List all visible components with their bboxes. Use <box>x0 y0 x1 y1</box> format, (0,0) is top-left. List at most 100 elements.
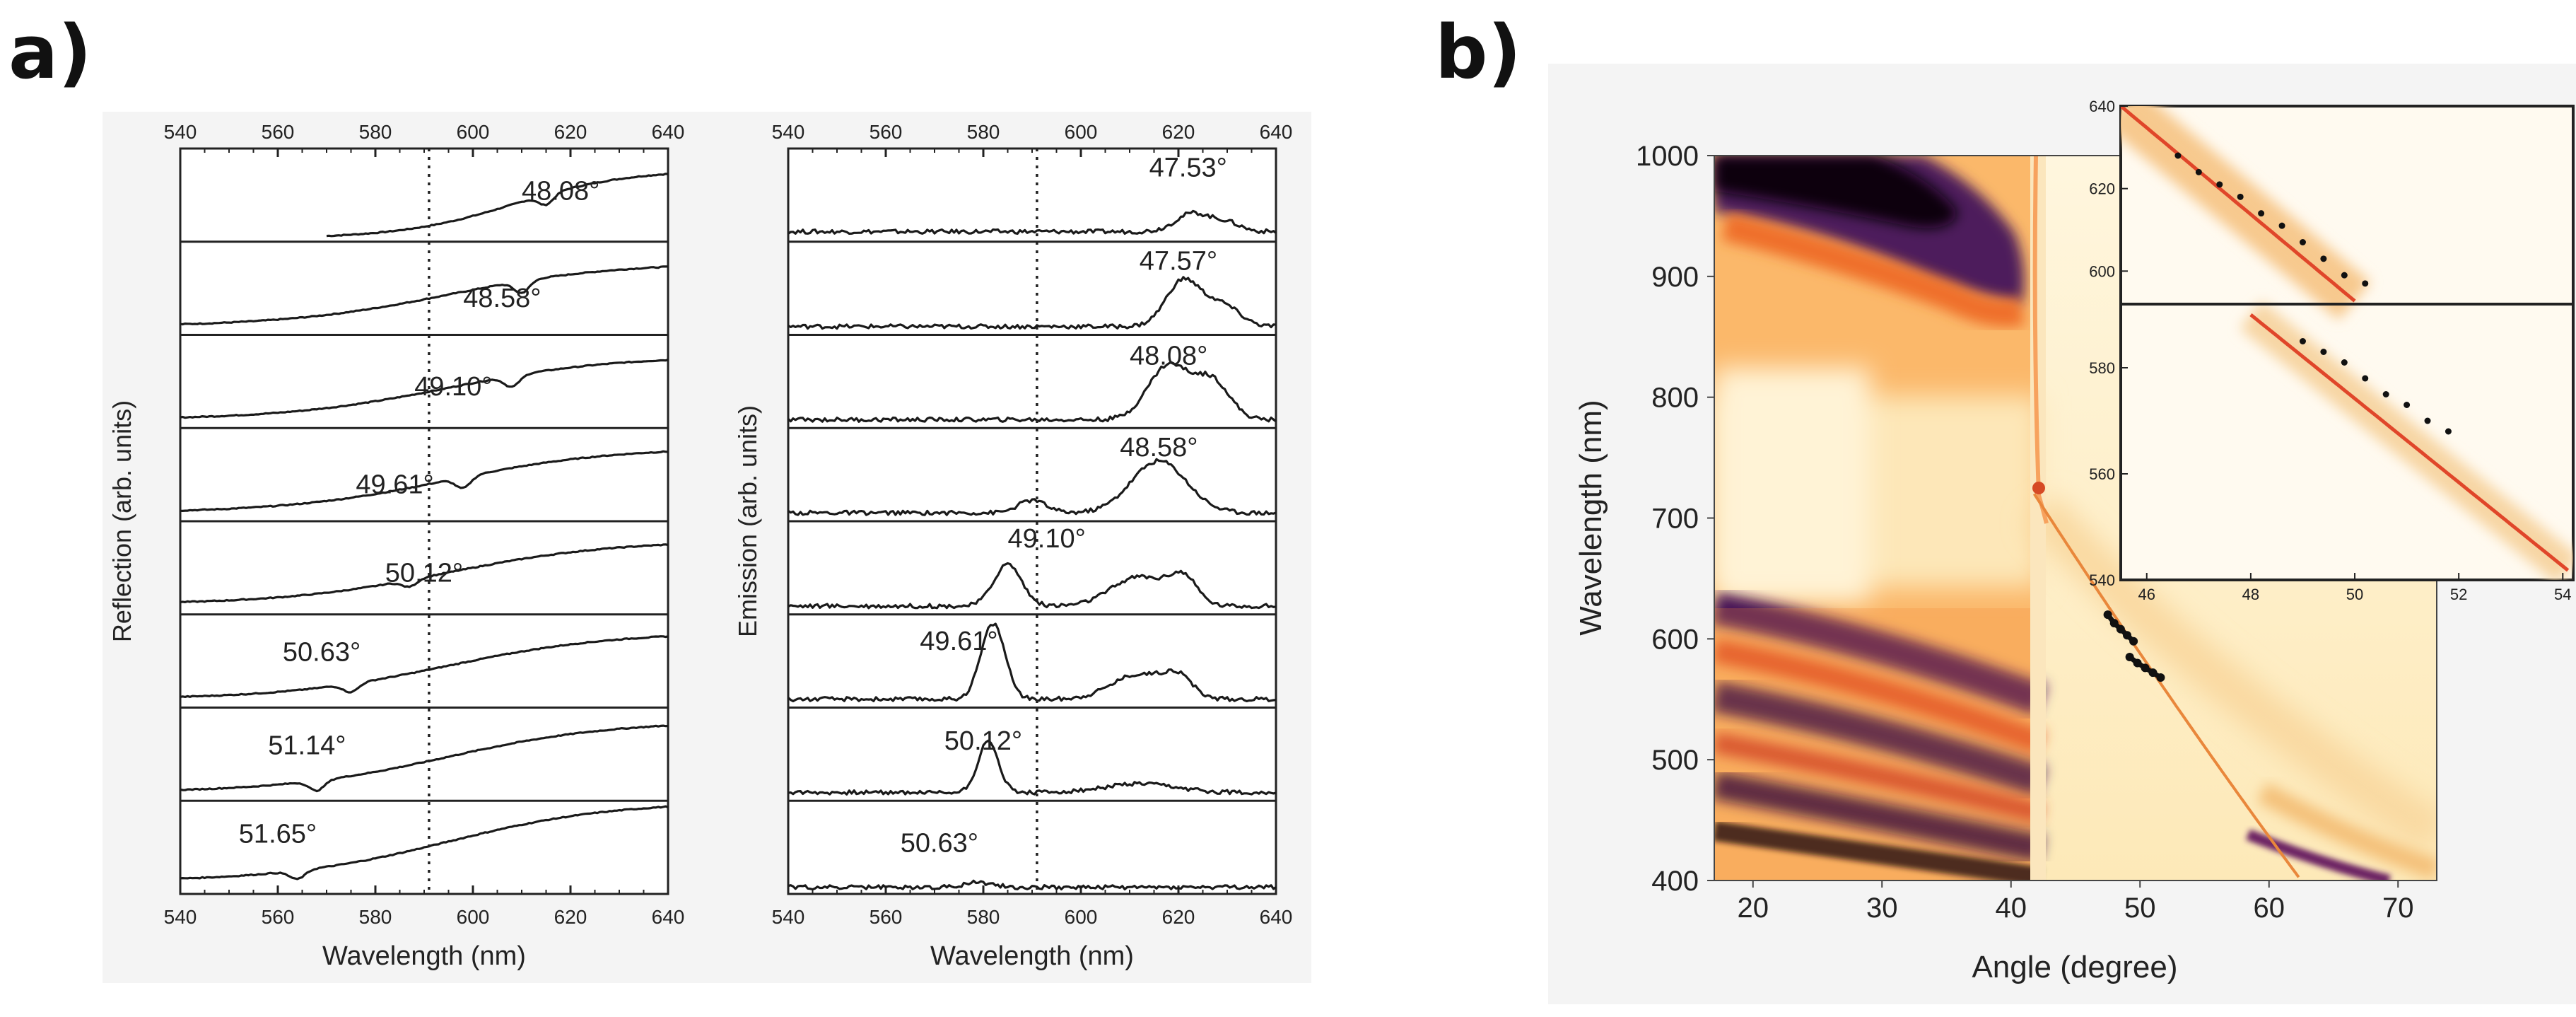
x-tick-label-bottom: 580 <box>359 906 392 928</box>
inset-upper-y-label: 620 <box>2089 180 2115 198</box>
x-tick-label-top: 600 <box>1065 121 1098 143</box>
x-tick-label: 30 <box>1866 893 1898 924</box>
spectrum-trace <box>787 622 1277 702</box>
inset-ticks: 46 48 50 52 54 600 620 640 540 560 580 <box>2089 98 2571 603</box>
heatmap-image <box>1714 156 2437 881</box>
trace-angle-label: 48.08° <box>522 176 599 206</box>
spectrum-trace <box>180 265 669 326</box>
inset-upper-point <box>2362 280 2369 287</box>
trace-angle-label: 48.58° <box>1120 433 1198 463</box>
x-tick-label-bottom: 540 <box>772 906 805 928</box>
reflection-traces: 48.08° 48.58° 49.10° 49.61° 50.12° 50.63° 51.1… <box>180 173 669 881</box>
x-tick-label-bottom: 600 <box>457 906 490 928</box>
x-tick-label-bottom: 540 <box>164 906 197 928</box>
spectrum-trace <box>326 173 669 238</box>
x-tick-label-bottom: 600 <box>1065 906 1098 928</box>
x-tick-label-bottom: 620 <box>554 906 587 928</box>
x-tick-label-bottom: 560 <box>870 906 903 928</box>
inset-lower-point <box>2320 349 2327 355</box>
x-tick-label-top: 620 <box>1162 121 1195 143</box>
x-tick-label-bottom: 580 <box>967 906 1000 928</box>
emission-ticks: 540 540 560 560 580 580 600 600 620 620 640 640 <box>772 121 1293 928</box>
spectrum-trace <box>180 805 669 881</box>
spectrum-trace <box>788 276 1277 330</box>
x-tick-label: 70 <box>2382 893 2414 924</box>
spectrum-trace <box>788 739 1277 796</box>
trace-angle-label: 49.10° <box>1008 524 1086 554</box>
x-tick-label-top: 620 <box>554 121 587 143</box>
inset-upper-point <box>2299 239 2306 245</box>
y-tick-label: 700 <box>1651 504 1699 535</box>
inset-data-points <box>2174 152 2452 435</box>
inset-chart: 46 48 50 52 54 600 620 640 540 560 580 <box>2089 98 2575 603</box>
heatmap-x-label: Angle (degree) <box>1972 950 2177 984</box>
emission-chart: 540 540 560 560 580 580 600 600 620 620 640 640 47.… <box>733 121 1292 971</box>
x-tick-label: 40 <box>1996 893 2027 924</box>
heatmap-y-label: Wavelength (nm) <box>1574 400 1608 635</box>
x-tick-label-top: 580 <box>967 121 1000 143</box>
reflection-x-label: Wavelength (nm) <box>322 941 526 971</box>
spectrum-trace <box>180 543 669 603</box>
inset-x-tick-label: 48 <box>2242 586 2259 603</box>
inset-upper-point <box>2320 255 2327 262</box>
inset-x-tick-label: 50 <box>2346 586 2363 603</box>
trace-angle-label: 51.65° <box>239 820 317 849</box>
spectrum-trace <box>787 361 1277 423</box>
spectrum-trace <box>180 359 669 419</box>
inset-lower-point <box>2382 391 2389 397</box>
trace-angle-label: 49.61° <box>356 470 433 499</box>
x-tick-label-top: 580 <box>359 121 392 143</box>
trace-angle-label: 50.12° <box>385 559 463 588</box>
inset-lower-point <box>2299 338 2306 344</box>
x-tick-label: 50 <box>2124 893 2156 924</box>
y-tick-label: 1000 <box>1636 141 1699 172</box>
trace-angle-label: 51.14° <box>268 731 346 760</box>
x-tick-label-top: 600 <box>457 121 490 143</box>
reflection-ticks: 540 540 560 560 580 580 600 600 620 620 640 640 <box>164 121 685 928</box>
inset-upper-point <box>2341 272 2348 279</box>
heatmap-ticks: 20 30 40 50 60 70 400 500 600 700 800 900 1000 <box>1636 141 2413 924</box>
x-tick-label: 20 <box>1738 893 1769 924</box>
inset-upper-point <box>2195 168 2202 175</box>
x-tick-label-top: 540 <box>772 121 805 143</box>
emission-y-label: Emission (arb. units) <box>733 405 762 637</box>
trace-angle-label: 50.63° <box>901 829 978 859</box>
trace-angle-label: 47.57° <box>1140 246 1217 276</box>
trace-angle-label: 48.08° <box>1130 342 1207 371</box>
panel-label-b: b) <box>1435 9 1521 95</box>
x-tick-label-bottom: 640 <box>652 906 685 928</box>
dispersion-segment <box>2128 655 2162 680</box>
dispersion-segment <box>2105 613 2136 644</box>
trace-angle-label: 50.12° <box>944 726 1022 756</box>
trace-angle-label: 49.10° <box>414 372 492 402</box>
y-tick-label: 600 <box>1651 624 1699 655</box>
inset-lower-y-label: 560 <box>2089 465 2115 483</box>
inset-lower-y-label: 540 <box>2089 571 2115 589</box>
trace-angle-label: 47.53° <box>1149 153 1227 183</box>
x-tick-label-bottom: 560 <box>262 906 295 928</box>
inset-lower-point <box>2341 359 2348 366</box>
spectrum-trace <box>180 724 669 793</box>
x-tick-label-top: 560 <box>870 121 903 143</box>
inset-x-tick-label: 54 <box>2554 586 2571 603</box>
x-tick-label-top: 540 <box>164 121 197 143</box>
x-tick-label-top: 560 <box>262 121 295 143</box>
emission-traces: 47.53° 47.57° 48.08° 48.58° 49.10° 49.61° 50.1… <box>787 153 1277 891</box>
x-tick-label-top: 640 <box>1260 121 1293 143</box>
x-tick-label-top: 640 <box>652 121 685 143</box>
trace-angle-label: 49.61° <box>920 627 997 656</box>
dispersion-chart: 20 30 40 50 60 70 400 500 600 700 800 900 1000 Angle… <box>1574 98 2575 984</box>
reflection-y-label: Reflection (arb. units) <box>107 400 136 642</box>
x-tick-label-bottom: 620 <box>1162 906 1195 928</box>
inset-x-tick-label: 52 <box>2450 586 2467 603</box>
panel-label-a: a) <box>8 9 92 95</box>
x-tick-label-bottom: 640 <box>1260 906 1293 928</box>
trace-angle-label: 48.58° <box>463 284 541 313</box>
spectrum-trace <box>788 879 1277 891</box>
y-tick-label: 400 <box>1651 866 1699 897</box>
inset-upper-point <box>2278 222 2285 229</box>
inset-x-tick-label: 46 <box>2138 586 2155 603</box>
spectrum-trace <box>180 450 669 512</box>
inset-upper-point <box>2174 152 2182 159</box>
